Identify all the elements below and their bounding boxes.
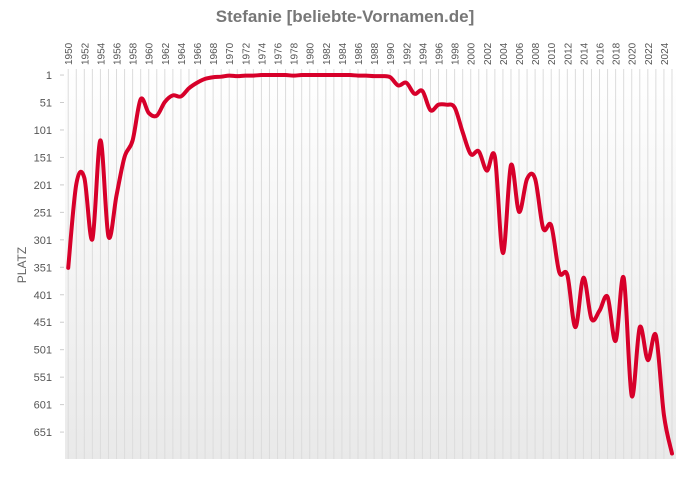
- x-tick-label: 2016: [596, 42, 607, 65]
- x-tick-label: 1980: [306, 42, 317, 65]
- y-tick-label: 1: [46, 70, 52, 82]
- x-tick-label: 1982: [322, 42, 333, 65]
- x-tick-label: 1962: [161, 42, 172, 65]
- y-axis-label: PLATZ: [15, 247, 29, 283]
- x-tick-label: 1958: [129, 42, 140, 65]
- x-tick-label: 2010: [547, 42, 558, 65]
- line: [66, 73, 674, 456]
- x-tick-label: 2006: [515, 42, 526, 65]
- x-tick-label: 2000: [467, 42, 478, 65]
- y-tick-label: 251: [34, 207, 52, 219]
- x-tick-label: 1998: [451, 42, 462, 65]
- plot-area: [65, 69, 676, 459]
- y-tick-label: 201: [34, 180, 52, 192]
- x-tick-label: 1964: [177, 42, 188, 65]
- x-tick-label: 1976: [274, 42, 285, 65]
- y-tick-label: 401: [34, 290, 52, 302]
- x-tick-label: 2022: [644, 42, 655, 65]
- y-tick-label: 151: [34, 152, 52, 164]
- x-tick-label: 1956: [113, 42, 124, 65]
- x-tick-label: 1954: [96, 42, 107, 65]
- x-tick-label: 1978: [290, 42, 301, 65]
- x-tick-label: 2018: [612, 42, 623, 65]
- x-tick-label: 1952: [80, 42, 91, 65]
- x-tick-label: 2008: [531, 42, 542, 65]
- x-tick-label: 1970: [225, 42, 236, 65]
- x-tick-label: 1988: [370, 42, 381, 65]
- x-tick-label: 1974: [257, 42, 268, 65]
- y-tick-label: 651: [34, 427, 52, 439]
- x-tick-label: 1968: [209, 42, 220, 65]
- x-tick-label: 1950: [64, 42, 75, 65]
- x-tick-label: 1994: [418, 42, 429, 65]
- x-tick-label: 1966: [193, 42, 204, 65]
- x-tick-label: 2012: [563, 42, 574, 65]
- y-tick-label: 551: [34, 372, 52, 384]
- x-tick-label: 2004: [499, 42, 510, 65]
- y-tick-label: 601: [34, 400, 52, 412]
- x-tick-label: 1990: [386, 42, 397, 65]
- x-tick-label: 1960: [145, 42, 156, 65]
- y-tick-label: 451: [34, 317, 52, 329]
- x-tick-label: 1986: [354, 42, 365, 65]
- x-tick-label: 1992: [402, 42, 413, 65]
- x-tick-label: 2002: [483, 42, 494, 65]
- x-tick-label: 2020: [628, 42, 639, 65]
- x-tick-label: 2024: [660, 42, 671, 65]
- y-tick-label: 101: [34, 125, 52, 137]
- y-tick-label: 301: [34, 235, 52, 247]
- x-tick-label: 1984: [338, 42, 349, 65]
- y-tick-label: 51: [40, 98, 52, 110]
- x-tick-label: 1972: [241, 42, 252, 65]
- y-tick-label: 501: [34, 345, 52, 357]
- chart-title: Stefanie [beliebte-Vornamen.de]: [216, 7, 475, 26]
- x-tick-label: 1996: [435, 42, 446, 65]
- x-tick-label: 2014: [579, 42, 590, 65]
- y-tick-label: 351: [34, 262, 52, 274]
